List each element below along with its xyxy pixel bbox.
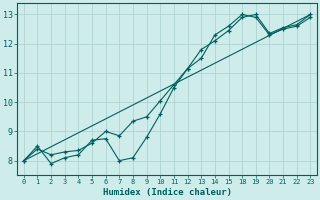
X-axis label: Humidex (Indice chaleur): Humidex (Indice chaleur) — [103, 188, 232, 197]
